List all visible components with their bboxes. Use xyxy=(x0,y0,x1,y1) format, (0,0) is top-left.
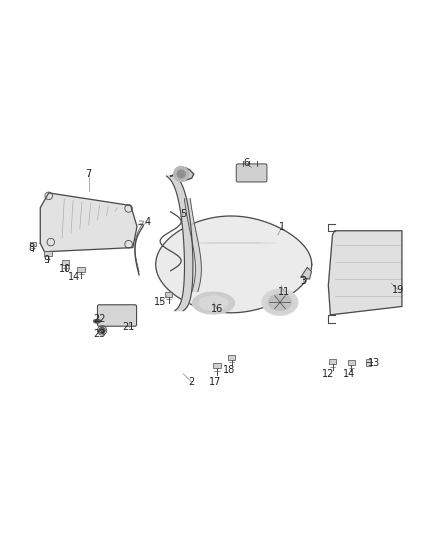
Ellipse shape xyxy=(262,289,298,316)
Text: 5: 5 xyxy=(180,209,187,219)
Text: 6: 6 xyxy=(243,158,249,168)
Text: 1: 1 xyxy=(279,222,285,231)
Bar xyxy=(44,252,52,256)
FancyBboxPatch shape xyxy=(236,164,267,182)
Bar xyxy=(62,260,69,265)
Bar xyxy=(77,267,85,272)
Text: 16: 16 xyxy=(211,304,223,313)
Polygon shape xyxy=(184,199,201,292)
Text: 10: 10 xyxy=(60,264,72,273)
Ellipse shape xyxy=(193,292,235,314)
Polygon shape xyxy=(301,268,311,279)
Text: 8: 8 xyxy=(29,243,35,253)
Polygon shape xyxy=(40,193,137,252)
Text: 14: 14 xyxy=(343,369,356,379)
Circle shape xyxy=(177,170,185,178)
FancyBboxPatch shape xyxy=(98,305,137,326)
Text: 13: 13 xyxy=(368,358,381,368)
Bar xyxy=(348,360,355,365)
Text: 15: 15 xyxy=(154,297,166,307)
Text: 14: 14 xyxy=(68,272,80,282)
Bar xyxy=(366,359,371,366)
Text: 22: 22 xyxy=(93,314,106,324)
Circle shape xyxy=(173,166,189,182)
Text: 21: 21 xyxy=(122,322,135,333)
Polygon shape xyxy=(171,168,194,180)
Polygon shape xyxy=(328,231,402,315)
Polygon shape xyxy=(166,176,193,311)
Text: 3: 3 xyxy=(300,276,306,286)
Text: 11: 11 xyxy=(278,287,290,297)
Bar xyxy=(213,362,221,368)
Text: 4: 4 xyxy=(145,217,151,228)
Text: 23: 23 xyxy=(93,329,106,339)
Bar xyxy=(228,356,235,360)
Ellipse shape xyxy=(93,319,101,324)
Text: 2: 2 xyxy=(188,377,195,387)
Ellipse shape xyxy=(268,294,292,311)
Text: 19: 19 xyxy=(392,285,404,295)
Ellipse shape xyxy=(199,296,228,310)
Text: 17: 17 xyxy=(208,377,221,387)
Text: 18: 18 xyxy=(223,365,236,375)
Bar xyxy=(30,243,36,246)
Circle shape xyxy=(99,327,105,333)
Text: 7: 7 xyxy=(85,169,92,179)
Text: 9: 9 xyxy=(43,255,49,265)
Bar xyxy=(329,359,336,365)
Bar xyxy=(165,292,172,297)
Text: 12: 12 xyxy=(322,369,335,379)
Polygon shape xyxy=(156,216,312,313)
